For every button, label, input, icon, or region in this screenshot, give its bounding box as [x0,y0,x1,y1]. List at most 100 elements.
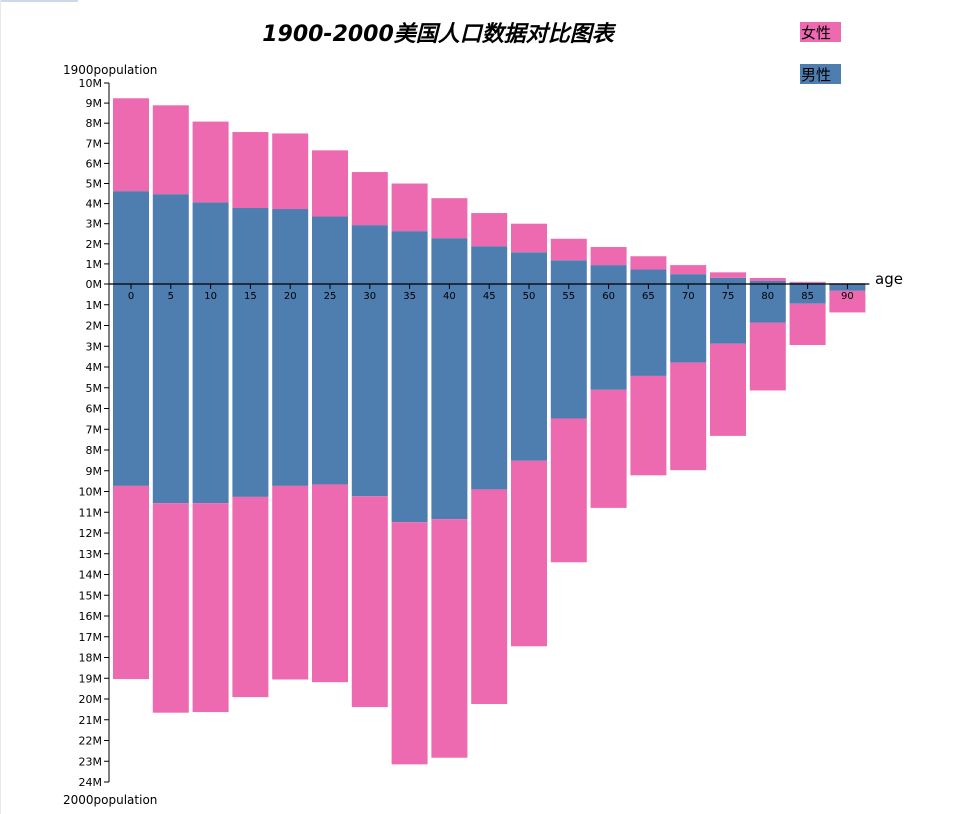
bars-2000 [113,284,866,765]
x-tick-label-40: 40 [443,291,456,302]
bars-1900 [113,98,866,284]
y-tick-label-upper: 9M [86,97,103,110]
top-edge-strip [0,0,78,2]
bar-1900-male-25 [312,216,348,284]
legend-label-1: 男性 [801,66,831,84]
bar-2000-male-10 [192,284,229,504]
y-tick-label-lower: 23M [79,755,103,768]
y-tick-label-upper: 4M [86,198,103,211]
bar-1900-female-20 [272,133,309,210]
y-tick-label-lower: 12M [79,527,103,540]
bar-2000-male-55 [550,284,587,419]
bar-1900-female-55 [550,238,587,261]
bar-2000-male-5 [152,284,189,504]
y-tick-label-lower: 6M [86,403,103,416]
y-tick-label-lower: 9M [86,465,103,478]
bar-1900-male-75 [710,277,746,284]
bar-1900-female-5 [152,105,189,195]
x-tick-label-80: 80 [761,291,774,302]
bar-1900-female-10 [192,121,229,203]
y-tick-label-lower: 19M [79,672,103,685]
y-tick-label-lower: 18M [79,652,103,665]
bar-2000-female-65 [630,375,667,476]
bar-2000-female-85 [789,303,826,346]
x-tick-label-60: 60 [602,291,615,302]
x-tick-label-10: 10 [204,291,217,302]
bar-2000-male-65 [630,284,667,376]
bar-2000-male-70 [670,284,707,363]
bar-2000-male-45 [471,284,508,490]
y-tick-label-lower: 8M [86,444,103,457]
legend-swatch-1 [800,64,841,84]
x-tick-label-85: 85 [801,291,814,302]
legend-label-0: 女性 [801,24,831,42]
x-tick-label-20: 20 [284,291,297,302]
bar-1900-female-15 [232,132,269,209]
y-tick-label-lower: 21M [79,714,103,727]
bar-2000-male-50 [511,284,547,461]
x-axis-label: age [875,270,903,288]
bar-1900-female-60 [590,247,627,266]
left-edge-strip [0,0,1,814]
y-tick-label-upper: 7M [86,137,103,150]
y-tick-label-lower: 2M [86,320,103,333]
bar-2000-female-40 [431,519,468,758]
x-tick-label-5: 5 [168,291,174,302]
bar-2000-female-0 [113,485,149,680]
chart-title: 1900-2000美国人口数据对比图表 [262,21,617,47]
bar-1900-female-30 [351,172,388,226]
bar-1900-female-75 [710,272,746,278]
bar-1900-female-65 [630,256,667,270]
bar-2000-female-55 [550,418,587,563]
x-tick-label-90: 90 [841,291,854,302]
y-tick-label-lower: 17M [79,631,103,644]
y-tick-label-upper: 10M [79,77,103,90]
y-tick-label-lower: 20M [79,693,103,706]
x-tick-label-45: 45 [483,291,496,302]
x-tick-label-50: 50 [523,291,536,302]
bar-2000-male-30 [351,284,388,497]
bar-2000-female-80 [749,322,786,391]
bar-1900-male-60 [590,265,627,284]
bar-2000-male-25 [312,284,348,485]
bar-1900-male-80 [749,280,786,284]
bar-2000-male-40 [431,284,468,520]
bar-2000-male-15 [232,284,269,497]
bar-2000-male-35 [391,284,428,523]
bar-2000-female-20 [272,485,309,680]
y-tick-label-lower: 16M [79,610,103,623]
legend-swatch-0 [800,22,841,42]
x-tick-label-65: 65 [642,291,655,302]
bar-2000-female-90 [829,290,866,313]
y-tick-label-lower: 22M [79,735,103,748]
bar-2000-female-45 [471,489,508,704]
y-tick-label-upper: 5M [86,178,103,191]
bar-2000-male-0 [113,284,149,486]
bar-2000-female-50 [511,460,547,647]
y-tick-label-upper: 6M [86,157,103,170]
y-tick-label-lower: 5M [86,382,103,395]
y-tick-label-lower: 3M [86,340,103,353]
bar-1900-male-45 [471,246,508,284]
bar-1900-male-35 [391,231,428,284]
bar-2000-female-10 [192,503,229,713]
bar-1900-female-0 [113,98,149,192]
bar-2000-male-85 [789,284,826,304]
x-tick-label-30: 30 [363,291,376,302]
x-tick-label-0: 0 [128,291,134,302]
bar-1900-female-45 [471,213,508,247]
y-tick-label-lower: 4M [86,361,103,374]
bar-2000-female-70 [670,362,707,471]
upper-axis-label: 1900population [63,63,157,77]
bar-1900-male-15 [232,208,269,284]
y-tick-label-upper: 2M [86,238,103,251]
bar-1900-male-5 [152,194,189,284]
bar-1900-female-85 [789,281,826,283]
y-tick-label-lower: 1M [86,299,103,312]
bar-1900-male-65 [630,269,667,284]
bar-1900-male-40 [431,238,468,284]
y-tick-label-lower: 14M [79,569,103,582]
bar-1900-female-35 [391,183,428,232]
bar-1900-male-10 [192,202,229,284]
